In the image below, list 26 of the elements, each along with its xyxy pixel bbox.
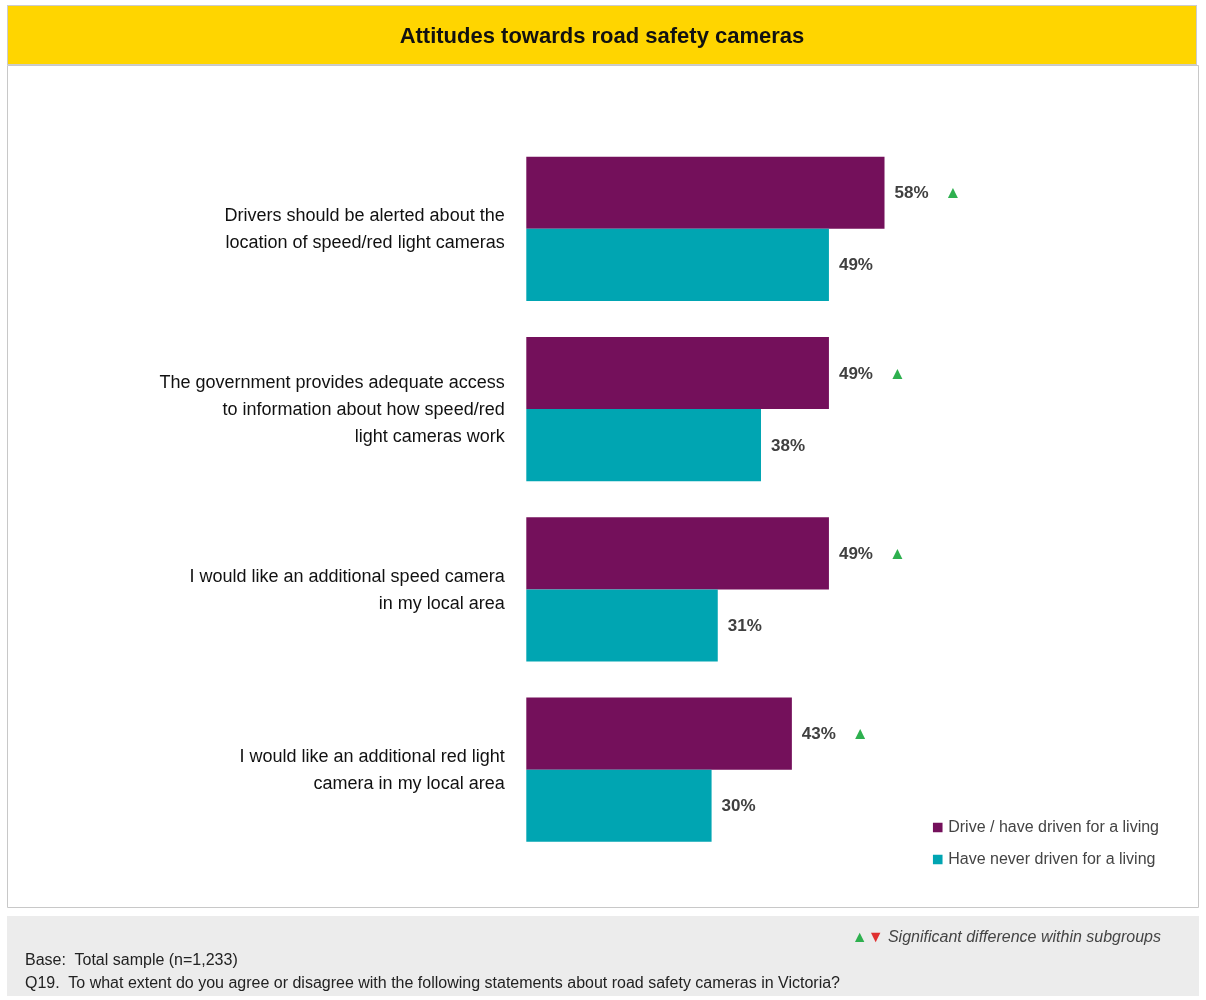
- bar: [526, 589, 718, 662]
- data-label: 58% ▲: [894, 183, 962, 203]
- data-label: 31%: [727, 615, 762, 635]
- bar: [526, 697, 792, 770]
- text: Q19. To what extent do you agree or disagree with the following statements about road safety cameras in Victoria?: [25, 972, 841, 993]
- data-label: 43% ▲: [801, 724, 869, 744]
- y-tick-label: I would like an additional speed camera in my local area: [189, 565, 506, 613]
- legend-label: Have never driven for a living: [948, 850, 1156, 868]
- bar: [526, 228, 829, 301]
- bar: [526, 156, 885, 229]
- y-tick-label: Drivers should be alerted about the location of speed/red light cameras: [224, 205, 505, 253]
- chart-title: Attitudes towards road safety cameras: [7, 5, 1197, 65]
- data-label: 30%: [721, 796, 756, 816]
- bar: [526, 337, 829, 410]
- data-label: 49%: [838, 255, 873, 275]
- bar: [526, 517, 829, 590]
- data-label: 49% ▲: [838, 363, 906, 383]
- y-tick-label: The government provides adequate access to information about how speed/red light cameras work: [159, 372, 506, 447]
- data-label: 38%: [770, 435, 806, 455]
- y-tick-label: I would like an additional red light camera in my local area: [239, 746, 506, 794]
- text: ▲▼ Significant difference within subgroups: [850, 927, 1162, 947]
- bar: [526, 409, 761, 482]
- legend-label: Drive / have driven for a living: [948, 818, 1159, 836]
- bar: [526, 769, 712, 842]
- text: Base: Total sample (n=1,233): [25, 949, 239, 970]
- data-label: 49% ▲: [838, 543, 906, 563]
